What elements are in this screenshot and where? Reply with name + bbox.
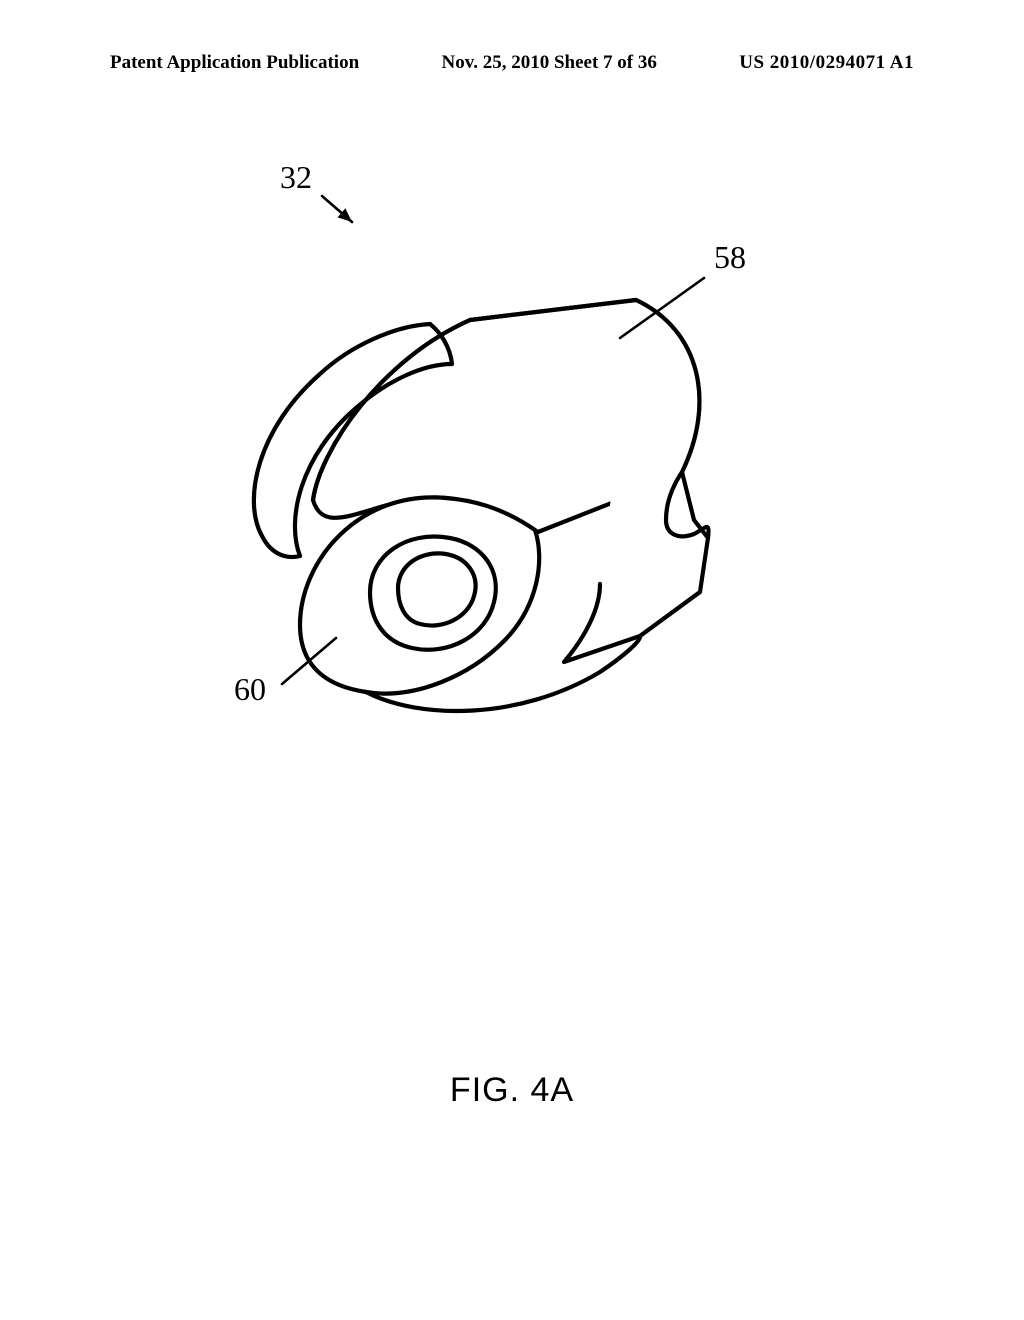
svg-text:32: 32 <box>280 159 312 195</box>
page: Patent Application Publication Nov. 25, … <box>0 0 1024 1320</box>
patent-figure: 32 58 60 <box>0 0 1024 1320</box>
figure-label: FIG. 4A <box>450 1071 574 1110</box>
svg-text:58: 58 <box>714 239 746 275</box>
svg-text:60: 60 <box>234 671 266 707</box>
